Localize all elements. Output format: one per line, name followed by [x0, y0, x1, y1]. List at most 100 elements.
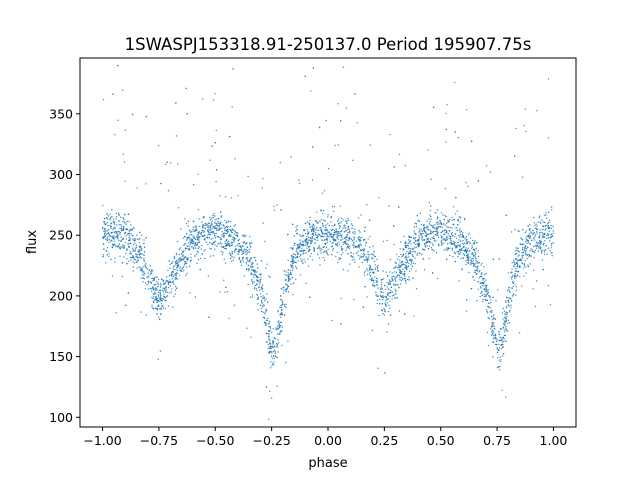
- data-point: [231, 255, 233, 258]
- data-point: [525, 252, 527, 254]
- data-point: [150, 290, 153, 292]
- data-point: [427, 226, 429, 228]
- data-point: [380, 279, 383, 281]
- data-point: [207, 230, 209, 233]
- data-point: [199, 257, 202, 260]
- data-point: [319, 220, 321, 222]
- data-point: [456, 251, 458, 253]
- data-point: [226, 238, 228, 241]
- data-point: [259, 274, 262, 276]
- data-point: [159, 298, 161, 301]
- data-point: [102, 99, 105, 101]
- data-point: [332, 249, 334, 251]
- data-point: [155, 297, 157, 300]
- data-point: [458, 235, 460, 237]
- data-point: [143, 246, 146, 248]
- data-point: [448, 218, 451, 221]
- data-point: [240, 249, 243, 251]
- data-point: [383, 314, 385, 316]
- data-point: [347, 243, 349, 245]
- data-point: [182, 266, 184, 268]
- data-point: [410, 247, 412, 250]
- data-point: [187, 248, 190, 250]
- data-point: [114, 236, 117, 238]
- data-point: [446, 104, 448, 106]
- data-point: [549, 239, 551, 242]
- y-tick-label: 300: [49, 167, 73, 182]
- data-point: [245, 235, 247, 237]
- data-point: [251, 296, 254, 298]
- data-point: [444, 187, 446, 190]
- data-point: [115, 212, 118, 215]
- data-point: [292, 223, 294, 226]
- data-point: [442, 239, 444, 241]
- data-point: [426, 238, 428, 240]
- data-point: [219, 226, 221, 229]
- data-point: [316, 253, 319, 256]
- data-point: [259, 304, 262, 306]
- data-point: [144, 288, 147, 290]
- data-point: [193, 236, 195, 238]
- data-point: [330, 216, 332, 219]
- data-point: [480, 290, 483, 293]
- data-point: [485, 165, 488, 167]
- data-point: [351, 227, 353, 229]
- data-point: [307, 231, 309, 233]
- data-point: [327, 167, 330, 170]
- data-point: [380, 283, 383, 286]
- data-point: [262, 290, 264, 293]
- data-point: [507, 304, 509, 306]
- data-point: [491, 309, 493, 312]
- data-point: [368, 256, 370, 258]
- data-point: [181, 255, 184, 257]
- data-point: [535, 241, 538, 243]
- data-point: [541, 249, 543, 251]
- data-point: [268, 339, 270, 341]
- data-point: [544, 221, 546, 224]
- data-point: [437, 243, 440, 246]
- data-point: [279, 326, 281, 329]
- data-point: [361, 261, 363, 264]
- data-point: [491, 334, 493, 336]
- data-point: [287, 259, 289, 261]
- data-point: [540, 252, 543, 254]
- data-point: [369, 278, 371, 280]
- data-point: [279, 331, 281, 333]
- data-point: [437, 226, 439, 228]
- data-point: [324, 232, 327, 235]
- data-point: [451, 216, 453, 218]
- data-point: [198, 246, 200, 248]
- data-point: [173, 295, 175, 297]
- data-point: [529, 263, 531, 265]
- data-point: [326, 239, 328, 241]
- data-point: [465, 247, 467, 249]
- data-point: [235, 234, 237, 236]
- data-point: [459, 251, 462, 253]
- data-point: [260, 293, 262, 295]
- data-point: [441, 230, 444, 232]
- data-point: [384, 309, 386, 311]
- data-point: [430, 232, 433, 235]
- data-point: [300, 250, 303, 252]
- data-point: [117, 231, 120, 233]
- data-point: [338, 218, 340, 220]
- data-point: [321, 235, 324, 238]
- data-point: [204, 249, 206, 251]
- data-point: [435, 240, 437, 242]
- data-point: [219, 241, 222, 244]
- data-point: [276, 356, 278, 359]
- data-point: [153, 295, 155, 298]
- data-point: [482, 277, 484, 280]
- data-point: [308, 249, 311, 251]
- data-point: [515, 294, 517, 296]
- data-point: [351, 259, 353, 261]
- data-point: [545, 212, 547, 214]
- data-point: [308, 245, 310, 248]
- data-point: [123, 227, 125, 229]
- data-point: [132, 261, 134, 263]
- data-point: [167, 190, 170, 192]
- data-point: [443, 233, 446, 235]
- data-point: [129, 250, 131, 253]
- data-point: [479, 282, 482, 284]
- data-point: [388, 279, 391, 281]
